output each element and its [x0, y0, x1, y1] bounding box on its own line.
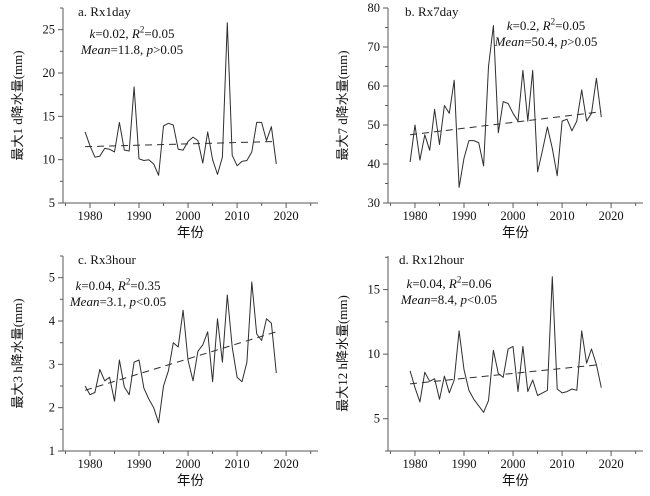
series-line: [84, 281, 277, 424]
svg-text:1980: 1980: [402, 457, 427, 471]
svg-text:2010: 2010: [225, 209, 250, 223]
series-line: [409, 25, 602, 188]
axes: [58, 255, 318, 456]
svg-text:2: 2: [49, 401, 55, 415]
panel-d-stats: k=0.04, R2=0.06 Mean=8.4, p<0.05: [400, 274, 498, 307]
svg-text:60: 60: [368, 79, 381, 93]
svg-text:1980: 1980: [77, 457, 102, 471]
series-line: [409, 276, 602, 413]
svg-text:80: 80: [368, 1, 381, 15]
svg-text:70: 70: [368, 40, 381, 54]
panel-c-chart: 1 2 3 4 5 1980 1990 2000 2010 2020 最大3 h降水量(mm) 年份: [10, 255, 318, 488]
svg-text:2000: 2000: [501, 209, 526, 223]
svg-text:1: 1: [49, 444, 55, 458]
panel-a: 5 10 15 20 25 1980 1990 2000 2010 2020 最大1 d降水量(mm…: [0, 0, 325, 248]
x-axis-title: 年份: [502, 225, 530, 240]
panel-b-stats: k=0.2, R2=0.05 Mean=50.4, p>0.05: [494, 16, 598, 49]
series-line: [84, 22, 277, 176]
svg-text:40: 40: [368, 157, 381, 171]
tick-labels: 5 10 15 1980 1990 2000 2010 2020: [368, 283, 624, 471]
svg-text:50: 50: [368, 118, 381, 132]
svg-text:10: 10: [43, 153, 56, 167]
svg-text:15: 15: [368, 283, 381, 297]
panel-d-chart: 5 10 15 1980 1990 2000 2010 2020 最大12 h降水量(mm) 年份: [335, 256, 643, 488]
x-axis-title: 年份: [177, 473, 204, 488]
panel-c: 1 2 3 4 5 1980 1990 2000 2010 2020 最大3 h降水量(mm) 年份 …: [0, 248, 325, 496]
panel-a-chart: 5 10 15 20 25 1980 1990 2000 2010 2020 最大1 d降水量(mm…: [10, 7, 318, 240]
svg-text:20: 20: [43, 66, 56, 80]
axes: [383, 7, 643, 208]
svg-text:1990: 1990: [127, 457, 152, 471]
trend-line: [84, 331, 277, 391]
svg-text:2010: 2010: [550, 209, 575, 223]
panel-c-title: c. Rx3hour: [78, 252, 136, 267]
x-axis-title: 年份: [177, 225, 204, 240]
svg-text:2000: 2000: [501, 457, 526, 471]
panel-c-stats: k=0.04, R2=0.35 Mean=3.1, p<0.05: [69, 276, 167, 309]
panel-b-chart: 30 40 50 60 70 80 1980 1990 2000 2010 2020 最大7 d降水量…: [335, 1, 643, 240]
svg-text:30: 30: [368, 196, 381, 210]
svg-text:2020: 2020: [274, 457, 299, 471]
x-axis-title: 年份: [502, 473, 530, 488]
y-axis-title: 最大7 d降水量(mm): [335, 50, 350, 160]
svg-text:25: 25: [43, 23, 56, 37]
svg-text:4: 4: [49, 314, 56, 328]
y-axis-title: 最大1 d降水量(mm): [10, 50, 25, 160]
svg-text:2000: 2000: [176, 209, 201, 223]
axes: [58, 7, 318, 208]
axes: [383, 256, 643, 456]
tick-labels: 30 40 50 60 70 80 1980 1990 2000 2010 2020: [368, 1, 624, 223]
svg-text:1990: 1990: [127, 209, 152, 223]
svg-text:15: 15: [43, 109, 56, 123]
svg-text:2010: 2010: [550, 457, 575, 471]
svg-text:10: 10: [368, 347, 381, 361]
svg-text:5: 5: [374, 412, 380, 426]
svg-text:2020: 2020: [599, 209, 624, 223]
svg-text:2020: 2020: [274, 209, 299, 223]
svg-text:3: 3: [49, 357, 55, 371]
svg-text:5: 5: [49, 271, 55, 285]
svg-text:1980: 1980: [77, 209, 102, 223]
svg-text:2000: 2000: [176, 457, 201, 471]
tick-labels: 5 10 15 20 25 1980 1990 2000 2010 2020: [43, 23, 299, 223]
trend-line: [85, 140, 277, 148]
trend-line: [410, 111, 602, 136]
panel-d: 5 10 15 1980 1990 2000 2010 2020 最大12 h降水量(mm) 年份…: [325, 248, 650, 496]
y-axis-title: 最大3 h降水量(mm): [10, 298, 25, 408]
y-axis-title: 最大12 h降水量(mm): [335, 295, 350, 412]
svg-text:2020: 2020: [599, 457, 624, 471]
tick-labels: 1 2 3 4 5 1980 1990 2000 2010 2020: [49, 271, 299, 471]
panel-b: 30 40 50 60 70 80 1980 1990 2000 2010 2020 最大7 d降水量…: [325, 0, 650, 248]
panel-d-title: d. Rx12hour: [399, 252, 464, 267]
panel-a-stats: k=0.02, R2=0.05 Mean=11.8, p>0.05: [80, 24, 184, 57]
svg-text:1990: 1990: [452, 209, 477, 223]
panel-a-title: a. Rx1day: [78, 4, 131, 19]
svg-text:2010: 2010: [225, 457, 250, 471]
svg-text:1990: 1990: [452, 457, 477, 471]
trend-line: [410, 363, 602, 385]
panel-b-title: b. Rx7day: [405, 4, 459, 19]
svg-text:5: 5: [49, 196, 55, 210]
svg-text:1980: 1980: [402, 209, 427, 223]
